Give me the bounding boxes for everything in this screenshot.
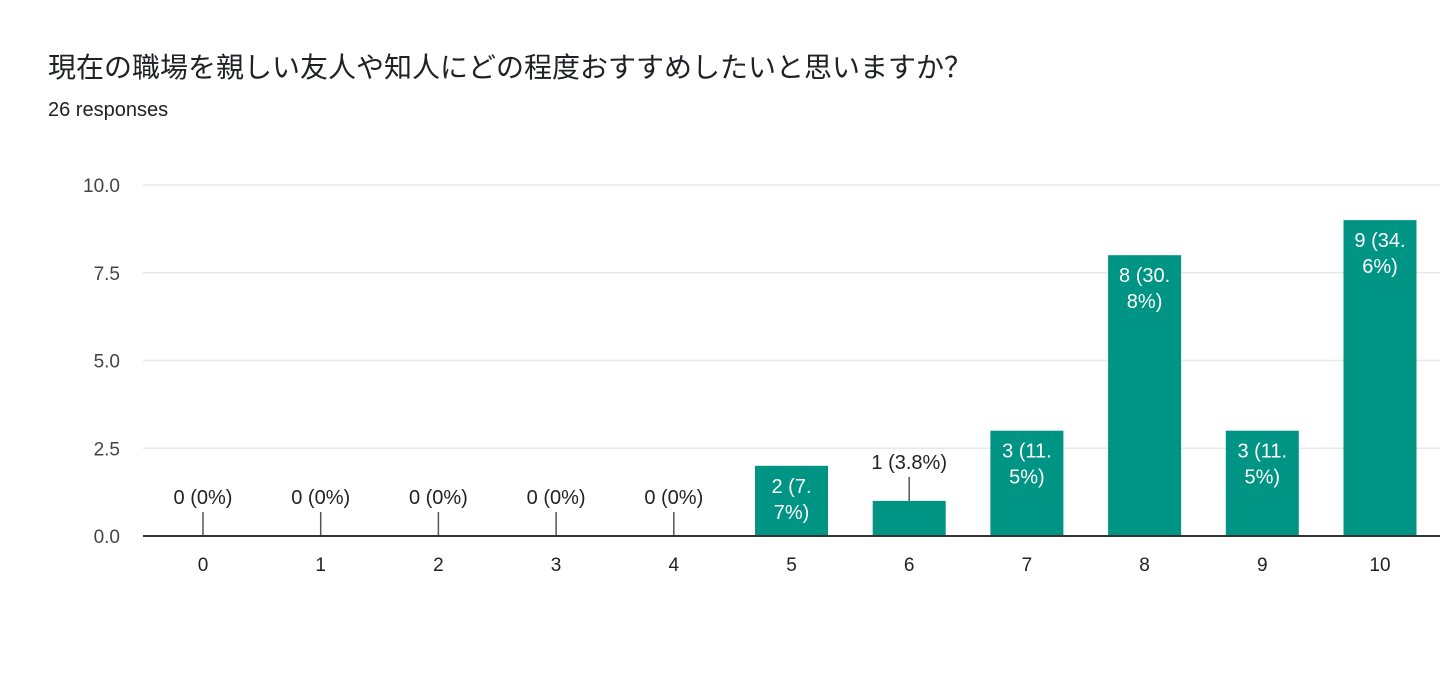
data-label: 3 (11. xyxy=(1002,441,1052,463)
x-tick-label: 1 xyxy=(315,555,326,576)
x-tick-label: 4 xyxy=(669,555,680,576)
question-title: 現在の職場を親しい友人や知人にどの程度おすすめしたいと思いますか？ xyxy=(48,51,973,84)
x-tick-label: 0 xyxy=(198,555,209,576)
data-label: 5%) xyxy=(1009,467,1045,489)
x-tick-label: 8 xyxy=(1139,555,1150,576)
data-label: 0 (0%) xyxy=(291,487,350,509)
data-label: 2 (7. xyxy=(771,476,811,498)
bar xyxy=(1108,255,1182,536)
data-label: 0 (0%) xyxy=(409,487,468,509)
bar xyxy=(1343,220,1417,536)
y-tick-label: 10.0 xyxy=(83,176,120,197)
data-label: 0 (0%) xyxy=(527,487,586,509)
x-tick-label: 5 xyxy=(786,555,797,576)
data-label: 8 (30. xyxy=(1119,265,1170,287)
data-label: 0 (0%) xyxy=(174,487,233,509)
data-label: 9 (34. xyxy=(1354,230,1405,252)
x-tick-label: 10 xyxy=(1369,555,1390,576)
x-tick-label: 2 xyxy=(433,555,444,576)
bar xyxy=(872,500,946,536)
data-label: 6%) xyxy=(1362,256,1398,278)
y-tick-label: 7.5 xyxy=(94,264,120,285)
bar xyxy=(755,465,828,536)
y-tick-label: 5.0 xyxy=(94,352,120,373)
data-label: 0 (0%) xyxy=(644,487,703,509)
data-label: 3 (11. xyxy=(1237,441,1287,463)
data-label: 7%) xyxy=(774,502,810,524)
response-count: 26 responses xyxy=(48,99,169,121)
y-tick-label: 0.0 xyxy=(94,527,120,548)
x-tick-label: 9 xyxy=(1257,555,1268,576)
bar xyxy=(1225,430,1299,536)
x-tick-label: 3 xyxy=(551,555,562,576)
bar xyxy=(990,430,1064,536)
y-tick-label: 2.5 xyxy=(94,439,120,460)
data-label: 1 (3.8%) xyxy=(871,452,947,474)
data-label: 5%) xyxy=(1245,467,1281,489)
x-tick-label: 7 xyxy=(1022,555,1033,576)
data-label: 8%) xyxy=(1127,291,1163,313)
x-tick-label: 6 xyxy=(904,555,915,576)
